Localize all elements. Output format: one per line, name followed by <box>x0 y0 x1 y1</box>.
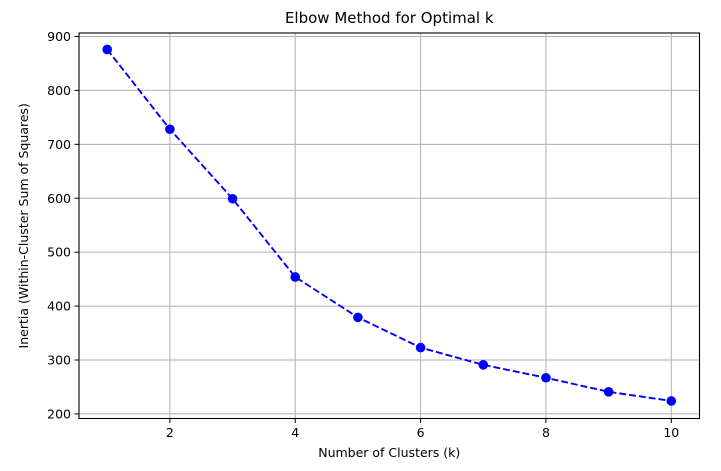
x-tick-label: 4 <box>291 425 299 440</box>
y-tick-label: 500 <box>47 245 71 260</box>
y-tick-label: 900 <box>47 29 71 44</box>
data-point-marker <box>666 396 677 406</box>
plot-border <box>78 32 701 420</box>
data-point-marker <box>603 387 614 397</box>
x-axis-label: Number of Clusters (k) <box>318 445 460 460</box>
y-tick-label: 800 <box>47 83 71 98</box>
data-point-marker <box>165 124 175 135</box>
data-point-marker <box>541 372 551 383</box>
data-point-marker <box>478 360 489 370</box>
data-point-marker <box>102 44 113 55</box>
data-point-marker <box>353 312 363 323</box>
data-point-marker <box>415 342 426 353</box>
axes-spines <box>78 32 701 420</box>
x-tick-label: 8 <box>542 425 550 440</box>
data-point-marker <box>227 193 238 204</box>
y-tick-label: 200 <box>47 406 71 421</box>
y-tick-label: 400 <box>47 299 71 314</box>
x-tick-label: 2 <box>166 425 174 440</box>
inertia-data-line <box>106 48 672 402</box>
series-layer <box>102 44 677 406</box>
x-tick-label: 10 <box>663 425 679 440</box>
x-tick-label: 6 <box>417 425 425 440</box>
y-tick-label: 600 <box>47 191 71 206</box>
y-axis-label: Inertia (Within-Cluster Sum of Squares) <box>16 103 31 348</box>
chart-title: Elbow Method for Optimal k <box>285 9 494 27</box>
y-tick-label: 300 <box>47 353 71 368</box>
tick-layer: 2 4 6 8 10 200 300 400 500 600 700 800 900 <box>47 29 679 440</box>
data-point-marker <box>290 272 301 282</box>
y-tick-label: 700 <box>47 137 71 152</box>
